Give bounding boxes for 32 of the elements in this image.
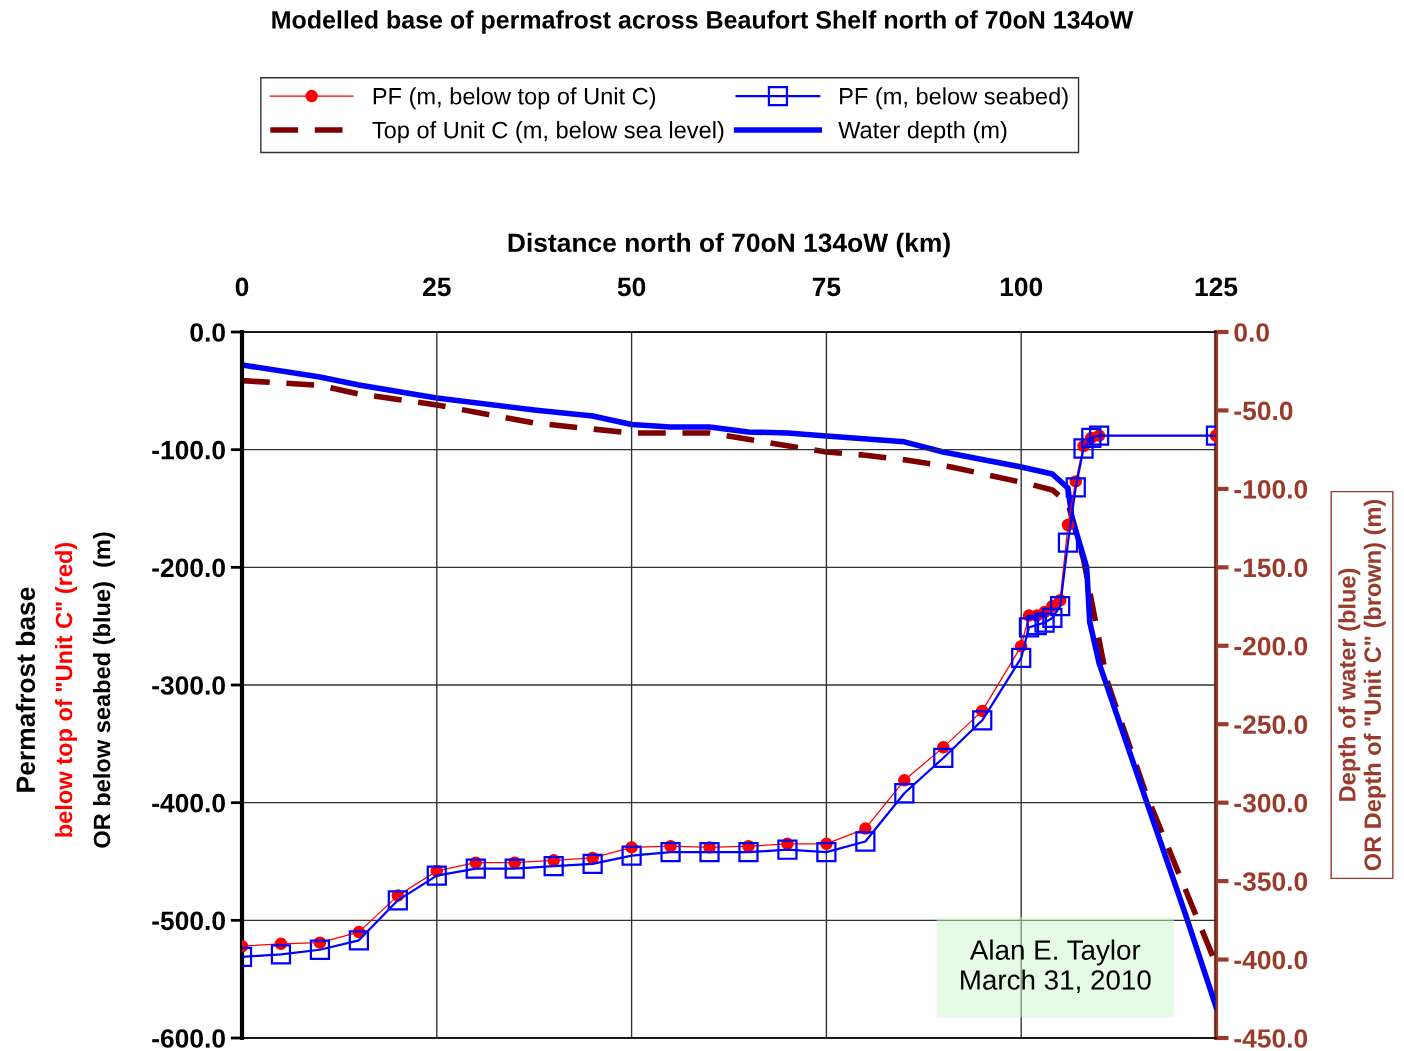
legend-label: Water depth (m) (838, 121, 1007, 144)
annotation: Alan E. Taylor March 31, 2010 (961, 939, 1151, 994)
x-tick-label: 75 (812, 277, 841, 297)
y-axis-title: Permafrost base below top of "Unit C" (red) OR below seabed (blue) (m) (15, 532, 115, 848)
y2-tick-label: -450.0 (1234, 1029, 1308, 1048)
y2-tick-label: -200.0 (1234, 636, 1308, 656)
y2-tick-label: -300.0 (1234, 793, 1308, 813)
x-axis-title: Distance north of 70oN 134oW (km) (508, 232, 950, 258)
y-tick-label: -600.0 (152, 1029, 225, 1048)
y2-tick-label: -150.0 (1234, 558, 1308, 578)
legend-label: PF (m, below top of Unit C) (373, 87, 656, 110)
legend-label: PF (m, below seabed) (840, 87, 1068, 110)
x-tick-label: 25 (423, 277, 451, 297)
y2-axis-title: Depth of water (blue) OR Depth of "Unit C" (brown) (m) (1338, 499, 1386, 871)
y-tick-label: -200.0 (152, 558, 225, 578)
legend-label: Top of Unit C (m, below sea level) (372, 121, 724, 144)
x-tick-label: 0 (235, 277, 249, 297)
x-tick-label: 125 (1195, 277, 1238, 297)
chart-title: Modelled base of permafrost across Beaufort Shelf north of 70oN 134oW (272, 10, 1134, 34)
y-tick-label: -300.0 (152, 676, 225, 695)
y2-tick-label: -250.0 (1234, 715, 1308, 735)
y-tick-label: -500.0 (152, 911, 225, 931)
y-tick-label: 0.0 (190, 323, 225, 342)
x-tick-label: 100 (1000, 277, 1043, 297)
y-tick-label: -400.0 (152, 793, 225, 813)
y2-tick-label: -100.0 (1234, 480, 1308, 499)
y2-tick-label: -350.0 (1234, 872, 1308, 891)
x-tick-label: 50 (617, 277, 646, 297)
y2-tick-label: 0.0 (1234, 323, 1269, 342)
y-tick-label: -100.0 (152, 440, 225, 460)
y2-tick-label: -50.0 (1234, 401, 1293, 421)
y2-tick-label: -400.0 (1234, 950, 1308, 970)
